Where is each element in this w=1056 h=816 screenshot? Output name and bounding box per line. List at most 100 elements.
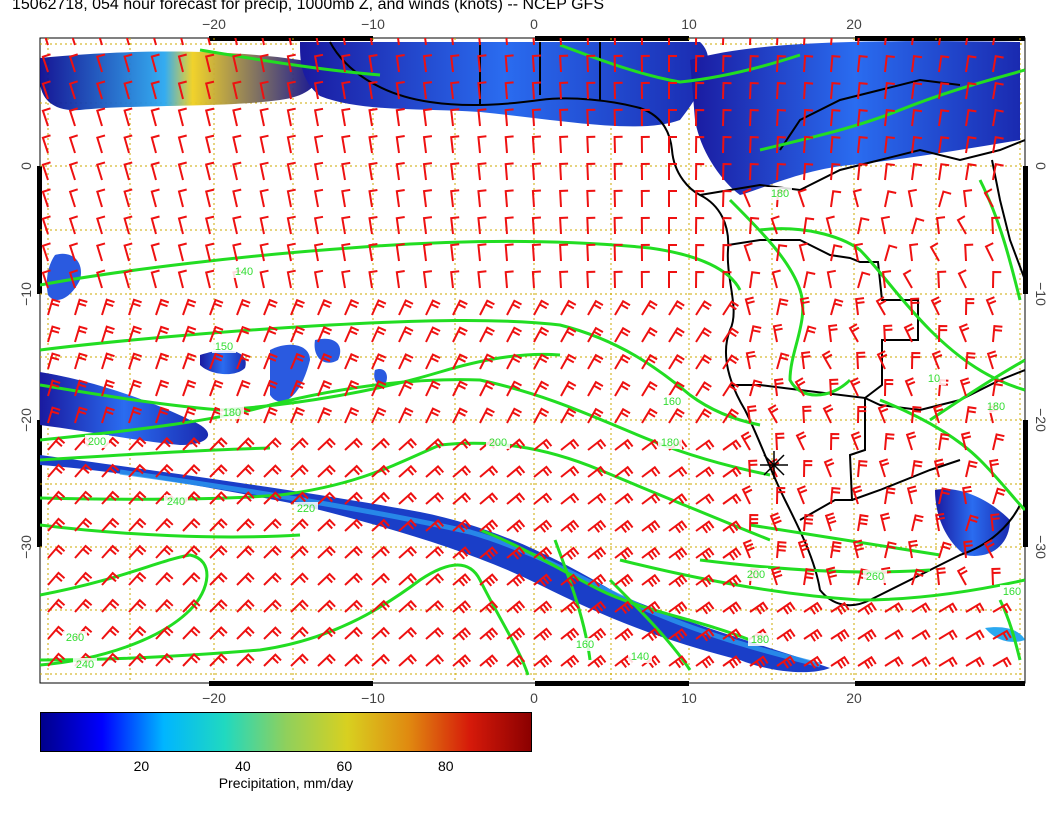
wind-barb [232,107,242,127]
colorbar-tick: 80 [437,758,454,774]
wind-barb [749,601,769,615]
wind-barb [422,108,433,127]
wind-barb [722,270,732,289]
wind-barb [857,38,860,46]
wind-barb [259,107,269,127]
wind-barb [96,242,106,262]
wind-barb [985,296,997,316]
wind-barb [776,108,786,127]
wind-barb [398,518,417,532]
wind-barb [641,573,661,588]
wind-barb [640,270,650,289]
wind-barb [47,598,66,613]
wind-barb [992,82,1004,100]
wind-barb [613,108,623,127]
wind-barb [992,629,1012,641]
wind-barb [182,436,201,451]
wind-barb [938,136,950,154]
wind-barb [128,379,142,397]
lon-label-top: −10 [361,16,385,32]
wind-barb [956,215,967,235]
wind-barb [983,539,995,559]
wind-barb [263,545,282,559]
wind-barb [668,574,688,588]
wind-barb [992,379,1004,397]
wind-barb [182,463,201,478]
contour-label: 10 [928,373,940,385]
wind-barb [313,269,324,289]
wind-barb [641,380,658,397]
contour-label-bg [660,395,684,408]
wind-barb [182,352,197,370]
wind-barb [668,109,677,126]
wind-barb [695,520,715,534]
wind-barb [368,135,378,154]
precipitation-colorbar [40,712,532,752]
wind-barb [422,216,433,235]
contour-label: 200 [88,436,106,448]
wind-barb [911,460,923,478]
wind-barb [929,242,940,262]
wind-barb [504,189,514,208]
wind-barb [767,404,779,424]
wind-barb [425,464,445,478]
wind-barb [825,566,838,586]
wind-barb [261,38,265,46]
wind-barb [853,242,863,262]
wind-barb [851,485,863,505]
wind-barb [722,439,742,451]
wind-barb [641,546,661,561]
wind-barb [425,518,445,532]
wind-barb [128,406,142,424]
wind-barb [371,653,390,667]
wind-barb [263,352,278,370]
wind-barb [614,353,631,370]
wind-barb [209,545,228,559]
wind-barb [155,379,170,397]
wind-barb [938,109,950,127]
wind-barb [96,188,106,208]
wind-barb [587,492,607,505]
wind-barb [668,493,688,505]
wind-barb [204,53,215,73]
wind-barb [614,627,634,642]
wind-barb [852,188,862,208]
wind-barb [150,242,160,262]
wind-barb [722,381,739,397]
wind-barb [101,652,120,667]
wind-barb [560,654,580,668]
wind-barb [47,406,61,424]
wind-barb [368,162,378,181]
wind-barb [452,407,468,424]
wind-barb [98,38,103,46]
wind-barb [695,466,715,478]
wind-barb [875,296,887,316]
wind-barb [884,656,904,667]
wind-barb [932,404,944,424]
wind-barb [371,599,390,613]
wind-barb [776,541,787,559]
wind-barb [290,572,309,586]
wind-barb [560,438,580,451]
wind-barb [911,54,923,73]
wind-barb [749,81,759,100]
wind-barb [317,572,336,586]
wind-barb [749,379,763,397]
wind-barb [479,326,495,343]
wind-barb [772,323,783,343]
wind-barb [749,271,761,289]
wind-barb [830,655,850,669]
contour-label-bg [658,436,682,449]
wind-barb [368,270,378,289]
wind-barb [344,572,363,586]
wind-barb [533,600,553,614]
wind-barb [613,162,623,181]
wind-barb [128,436,147,451]
wind-barb [477,270,487,289]
wind-barb [398,380,414,397]
wind-barb [857,55,868,73]
wind-barb [769,512,782,532]
wind-barb [533,573,553,587]
lat-label-left: −10 [18,282,34,306]
wind-barb [204,80,215,100]
